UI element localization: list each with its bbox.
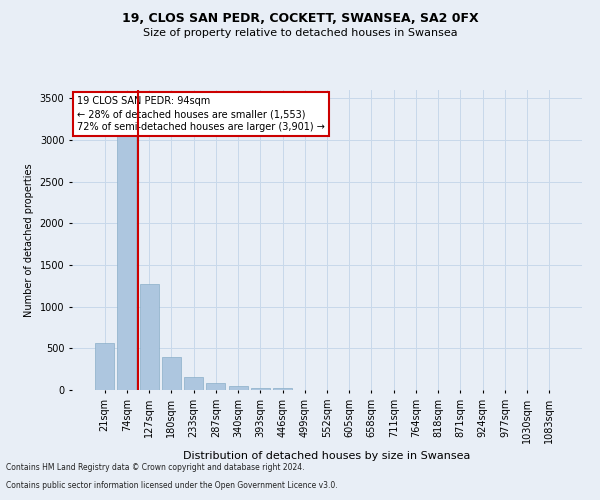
Bar [140,284,158,390]
X-axis label: Distribution of detached houses by size in Swansea: Distribution of detached houses by size … [184,451,470,461]
Bar [118,108,136,390]
Bar [162,356,181,390]
Text: 19, CLOS SAN PEDR, COCKETT, SWANSEA, SA2 0FX: 19, CLOS SAN PEDR, COCKETT, SWANSEA, SA2… [122,12,478,26]
Text: 19 CLOS SAN PEDR: 94sqm
← 28% of detached houses are smaller (1,553)
72% of semi: 19 CLOS SAN PEDR: 94sqm ← 28% of detache… [77,96,325,132]
Bar [251,388,270,390]
Text: Contains public sector information licensed under the Open Government Licence v3: Contains public sector information licen… [6,481,338,490]
Bar [273,388,292,390]
Bar [206,382,225,390]
Bar [229,386,248,390]
Text: Contains HM Land Registry data © Crown copyright and database right 2024.: Contains HM Land Registry data © Crown c… [6,464,305,472]
Y-axis label: Number of detached properties: Number of detached properties [24,163,34,317]
Bar [95,344,114,390]
Bar [184,376,203,390]
Text: Size of property relative to detached houses in Swansea: Size of property relative to detached ho… [143,28,457,38]
